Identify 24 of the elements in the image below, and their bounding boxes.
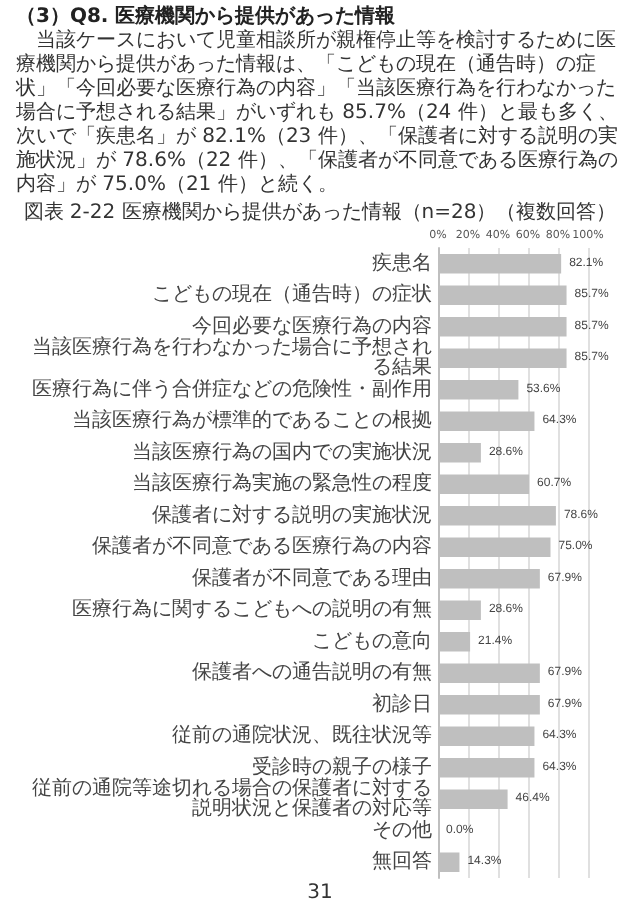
y-tick-label: 疾患名: [372, 250, 432, 275]
y-tick-label: 保護者が不同意である医療行為の内容: [92, 534, 432, 559]
y-tick-label: その他: [372, 817, 432, 842]
y-tick-label: 当該医療行為の国内での実施状況: [132, 439, 432, 464]
text: 31: [305, 882, 335, 904]
y-tick-label: 初診日: [372, 691, 432, 716]
y-tick-label: 当該医療行為が標準的であることの根拠: [72, 408, 432, 433]
y-tick-label: 従前の通院状況、既往状況等: [172, 723, 432, 748]
y-tick-label: こどもの意向: [312, 628, 432, 653]
y-tick-label: 医療行為に伴う合併症などの危険性・副作用: [32, 376, 432, 401]
y-tick-label: 医療行為に関するこどもへの説明の有無: [72, 597, 432, 622]
text: 当該ケースにおいて児童相談所が親権停止等を検討するために医療機関から提供があった情報は、「こどもの現在（通告時）の症状」「今回必要な医療行為の内容」「当該医療行為を行わなかった場合に予想される結果」がいずれも 85.7%（24 件）と最も多く、次いで「疾患名」が 82.1%（23 件）、「保護者に対する説明の実施状況」が 78.6%（22 件）、「保護者が不同意である医療行為の内容」が 75.0%（21 件）と続く。: [16, 30, 620, 198]
y-tick-label: 受診時の親子の様子: [252, 754, 432, 779]
y-tick-label: 従前の通院等途切れる場合の保護者に対する説明状況と保護者の対応等: [32, 776, 432, 821]
y-tick-label: 保護者に対する説明の実施状況: [152, 502, 432, 527]
text: （3）Q8. 医療機関から提供があった情報: [16, 6, 398, 29]
y-tick-label: 無回答: [372, 849, 432, 874]
y-tick-label: こどもの現在（通告時）の症状: [152, 282, 432, 307]
y-tick-label: 保護者が不同意である理由: [192, 565, 432, 590]
y-tick-label: 保護者への通告説明の有無: [192, 660, 432, 685]
y-tick-label: 今回必要な医療行為の内容: [192, 313, 432, 338]
y-tick-label: 当該医療行為実施の緊急性の程度: [132, 471, 432, 496]
y-tick-label: 当該医療行為を行わなかった場合に予想される結果: [32, 335, 432, 380]
chart-title: 図表 2-22 医療機関から提供があった情報（n=28）（複数回答）: [21, 202, 619, 226]
